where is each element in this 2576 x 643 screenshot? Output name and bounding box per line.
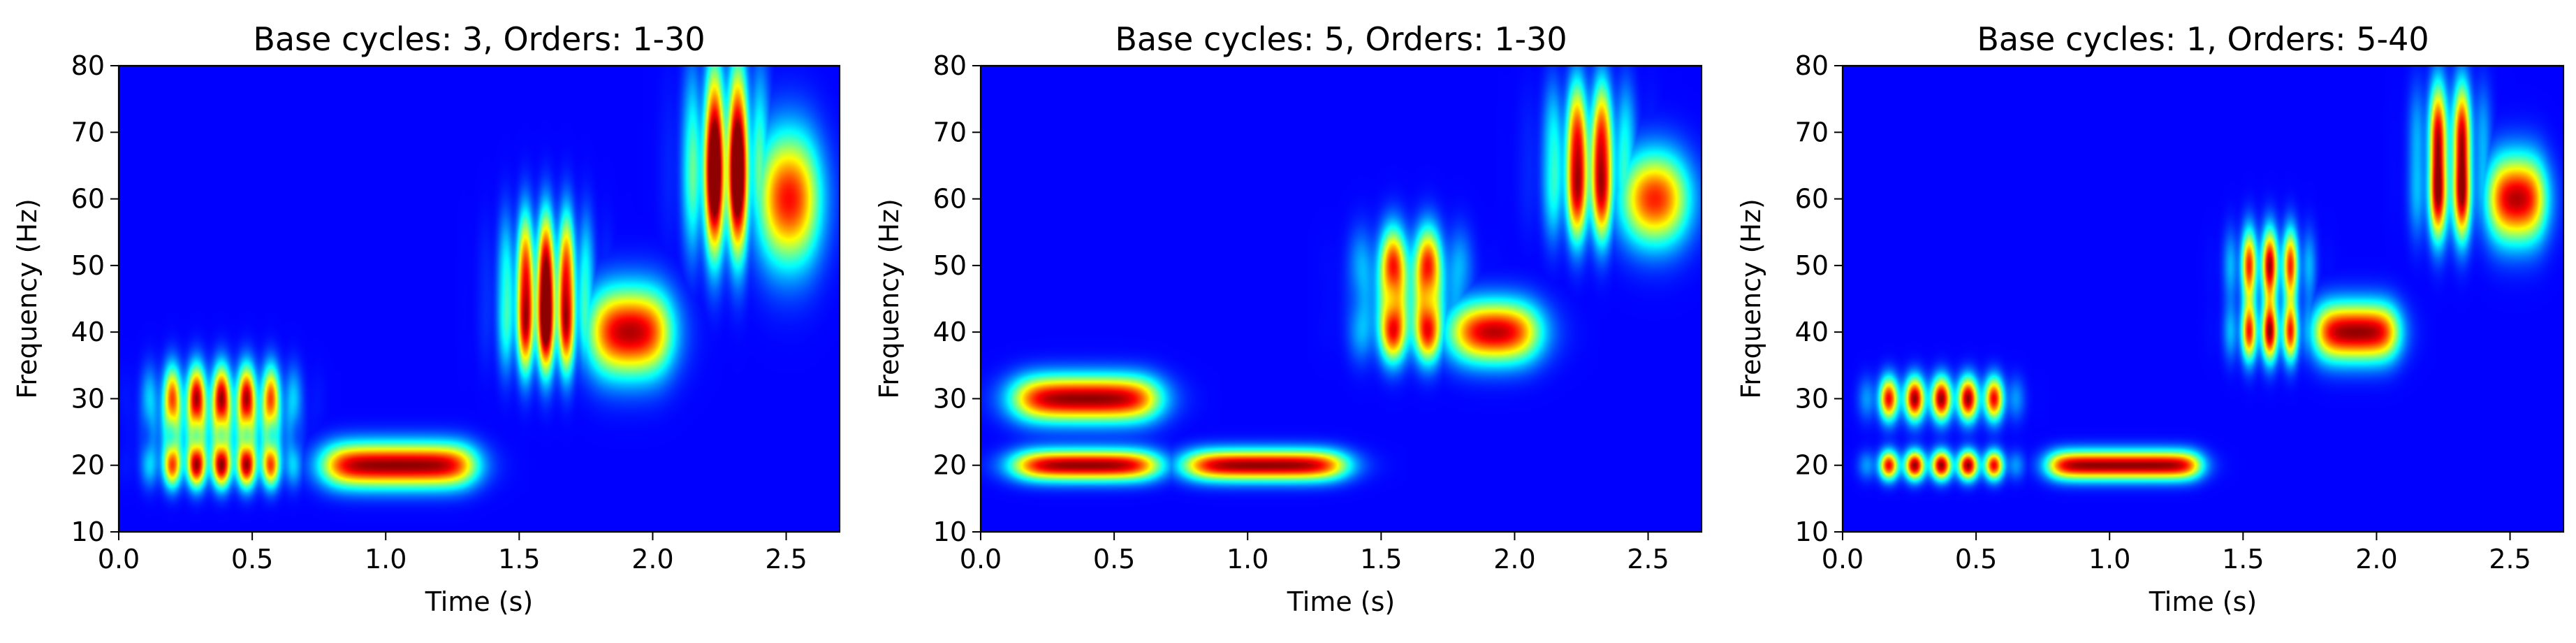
y-tick-label: 10 — [71, 516, 105, 547]
y-tick-label: 70 — [1795, 117, 1829, 147]
y-tick-label: 40 — [933, 317, 967, 347]
x-tick-label: 2.5 — [2489, 544, 2531, 575]
x-tick-label: 2.5 — [1627, 544, 1669, 575]
x-tick-label: 2.0 — [631, 544, 673, 575]
y-tick-label: 20 — [1795, 450, 1829, 481]
y-tick-label: 10 — [1795, 516, 1829, 547]
y-tick-label: 70 — [71, 117, 105, 147]
panel-3: 0.0 0.5 1.0 1.5 2.0 2.5 10 20 30 40 50 60 70 80 Base c… — [1736, 20, 2565, 617]
axes-frame — [1841, 64, 2565, 533]
panel-2: 0.0 0.5 1.0 1.5 2.0 2.5 10 20 30 40 50 60 70 80 Base c… — [874, 20, 1703, 617]
y-tick-label: 70 — [933, 117, 967, 147]
x-tick-label: 0.0 — [98, 544, 140, 575]
y-tick-label: 40 — [1795, 317, 1829, 347]
axes-frame — [117, 64, 841, 533]
x-tick-label: 0.5 — [1955, 544, 1997, 575]
y-tick-label: 30 — [71, 383, 105, 414]
x-axis-label: Time (s) — [425, 586, 534, 617]
y-tick-label: 20 — [933, 450, 967, 481]
chart-title: Base cycles: 5, Orders: 1-30 — [1115, 20, 1567, 58]
x-axis-label: Time (s) — [2149, 586, 2257, 617]
x-tick-label: 1.5 — [1360, 544, 1402, 575]
axes-frame — [979, 64, 1703, 533]
y-axis-label: Frequency (Hz) — [874, 198, 905, 399]
y-tick-label: 80 — [71, 50, 105, 81]
y-tick-label: 30 — [1795, 383, 1829, 414]
y-axis-label: Frequency (Hz) — [12, 198, 43, 399]
x-tick-label: 0.5 — [231, 544, 273, 575]
x-tick-label: 1.0 — [2088, 544, 2130, 575]
y-tick-label: 60 — [1795, 184, 1829, 215]
x-tick-label: 2.5 — [765, 544, 807, 575]
y-tick-label: 80 — [1795, 50, 1829, 81]
x-axis-label: Time (s) — [1287, 586, 1396, 617]
y-tick-label: 50 — [1795, 250, 1829, 281]
x-tick-label: 0.0 — [960, 544, 1002, 575]
x-tick-label: 0.5 — [1093, 544, 1135, 575]
x-tick-label: 2.0 — [1493, 544, 1535, 575]
chart-title: Base cycles: 3, Orders: 1-30 — [253, 20, 705, 58]
y-tick-label: 10 — [933, 516, 967, 547]
y-tick-label: 50 — [933, 250, 967, 281]
y-tick-label: 50 — [71, 250, 105, 281]
spectrogram-heatmap — [981, 66, 1702, 532]
y-tick-label: 60 — [71, 184, 105, 215]
x-tick-label: 1.0 — [1227, 544, 1268, 575]
x-tick-label: 1.5 — [2222, 544, 2264, 575]
spectrogram-heatmap — [1843, 66, 2563, 532]
y-tick-label: 60 — [933, 184, 967, 215]
x-tick-label: 0.0 — [1822, 544, 1864, 575]
x-tick-label: 1.5 — [498, 544, 540, 575]
y-axis-label: Frequency (Hz) — [1736, 198, 1766, 399]
x-tick-label: 2.0 — [2355, 544, 2397, 575]
chart-title: Base cycles: 1, Orders: 5-40 — [1977, 20, 2429, 58]
y-tick-label: 20 — [71, 450, 105, 481]
y-tick-label: 30 — [933, 383, 967, 414]
x-tick-label: 1.0 — [365, 544, 407, 575]
y-tick-label: 40 — [71, 317, 105, 347]
spectrogram-heatmap — [119, 66, 840, 532]
y-tick-label: 80 — [933, 50, 967, 81]
panel-1: 0.0 0.5 1.0 1.5 2.0 2.5 10 20 30 40 50 60 70 80 Base c… — [12, 20, 841, 617]
